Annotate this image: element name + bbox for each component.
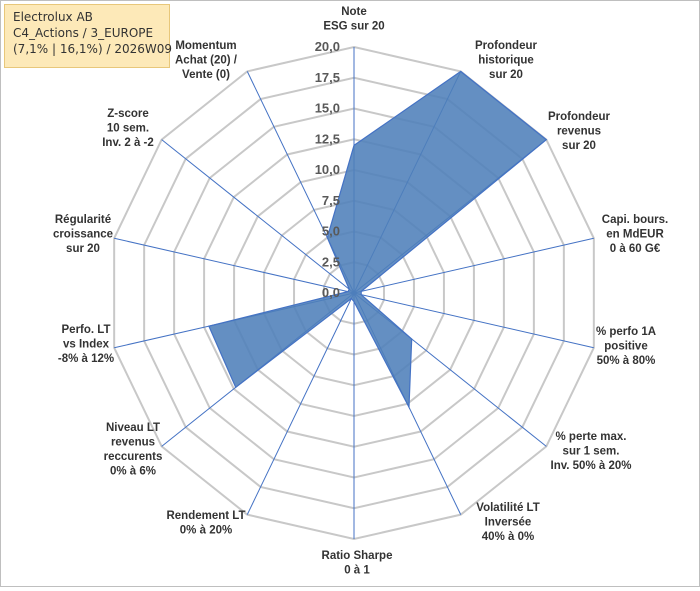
chart-subtitle: C4_Actions / 3_EUROPE: [13, 25, 161, 41]
series-layer: [209, 71, 547, 407]
axis-label: % perte max.sur 1 sem.Inv. 50% à 20%: [551, 431, 632, 472]
chart-title: Electrolux AB: [13, 9, 161, 25]
tick-label: 2,5: [322, 254, 340, 269]
tick-label: 20,0: [315, 39, 340, 54]
tick-label: 12,5: [315, 131, 340, 146]
tick-label: 10,0: [315, 162, 340, 177]
tick-label: 17,5: [315, 70, 340, 85]
series-area: [209, 71, 546, 407]
chart-period: (7,1% | 16,1%) / 2026W09: [13, 41, 161, 57]
tick-label: 5,0: [322, 224, 340, 239]
tick-label: 15,0: [315, 101, 340, 116]
tick-label: 0,0: [322, 285, 340, 300]
tick-layer: 0,0 2,5 5,0 7,5 10,0 12,5 15,0 17,5 20,0: [315, 39, 340, 300]
tick-label: 7,5: [322, 193, 340, 208]
chart-title-box: Electrolux AB C4_Actions / 3_EUROPE (7,1…: [4, 4, 170, 68]
